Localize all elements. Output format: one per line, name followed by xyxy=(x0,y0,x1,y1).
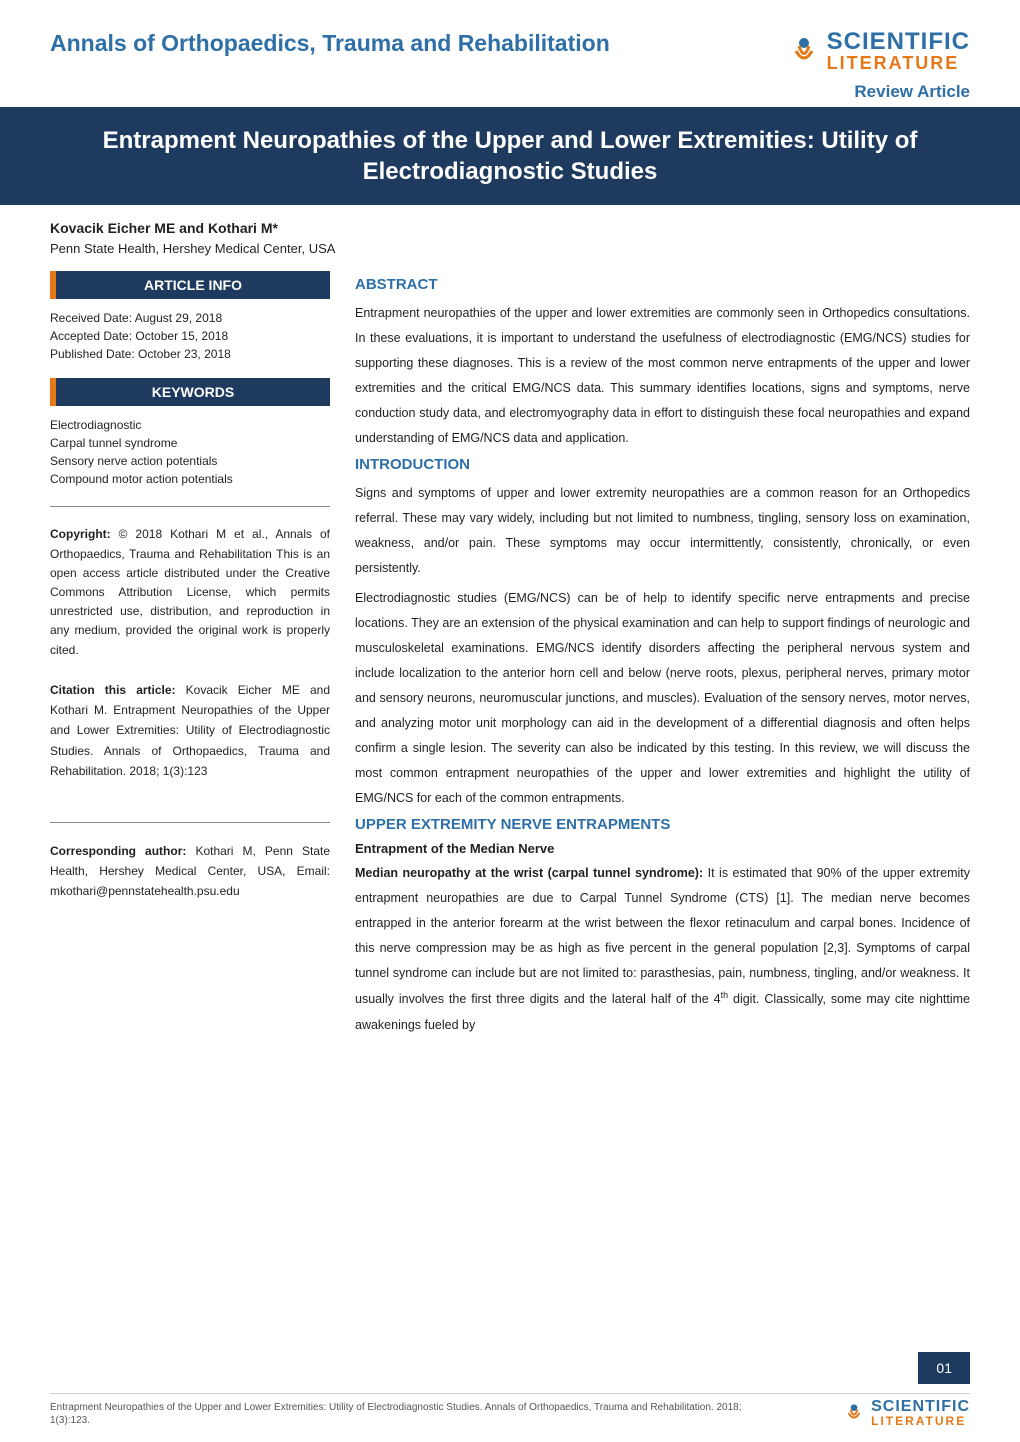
abstract-heading: ABSTRACT xyxy=(355,276,970,293)
logo: SCIENTIFIC LITERATURE xyxy=(786,30,970,72)
citation-label: Citation this article: xyxy=(50,683,176,697)
received-date: Received Date: August 29, 2018 xyxy=(50,309,330,327)
article-info-label: ARTICLE INFO xyxy=(50,271,330,299)
citation-text: Kovacik Eicher ME and Kothari M. Entrapm… xyxy=(50,683,330,779)
corresponding-label: Corresponding author: xyxy=(50,844,186,858)
intro-paragraph-1: Signs and symptoms of upper and lower ex… xyxy=(355,481,970,581)
citation: Citation this article: Kovacik Eicher ME… xyxy=(50,680,330,782)
footer-logo-literature: LITERATURE xyxy=(871,1415,970,1427)
published-date: Published Date: October 23, 2018 xyxy=(50,345,330,363)
median-nerve-heading: Entrapment of the Median Nerve xyxy=(355,841,970,856)
accepted-date: Accepted Date: October 15, 2018 xyxy=(50,327,330,345)
keywords-label: KEYWORDS xyxy=(50,378,330,406)
logo-icon xyxy=(786,33,822,69)
keyword: Electrodiagnostic xyxy=(50,416,330,434)
copyright-text: © 2018 Kothari M et al., Annals of Ortho… xyxy=(50,527,330,656)
journal-title: Annals of Orthopaedics, Trauma and Rehab… xyxy=(50,30,610,57)
authors: Kovacik Eicher ME and Kothari M* xyxy=(0,205,1020,241)
logo-literature-text: LITERATURE xyxy=(827,54,970,72)
divider xyxy=(50,506,330,507)
right-column: ABSTRACT Entrapment neuropathies of the … xyxy=(355,271,970,1042)
footer-citation: Entrapment Neuropathies of the Upper and… xyxy=(50,1401,750,1427)
cts-text-1: It is estimated that 90% of the upper ex… xyxy=(355,866,970,1006)
left-column: ARTICLE INFO Received Date: August 29, 2… xyxy=(50,271,330,1042)
keyword: Carpal tunnel syndrome xyxy=(50,434,330,452)
page-number: 01 xyxy=(918,1352,970,1384)
cts-paragraph: Median neuropathy at the wrist (carpal t… xyxy=(355,861,970,1037)
footer: Entrapment Neuropathies of the Upper and… xyxy=(50,1393,970,1427)
corresponding-author: Corresponding author: Kothari M, Penn St… xyxy=(50,841,330,902)
copyright: Copyright: © 2018 Kothari M et al., Anna… xyxy=(50,525,330,659)
footer-logo-scientific: SCIENTIFIC xyxy=(871,1399,970,1415)
copyright-label: Copyright: xyxy=(50,527,111,541)
divider xyxy=(50,822,330,823)
footer-logo-icon xyxy=(842,1401,866,1425)
abstract-text: Entrapment neuropathies of the upper and… xyxy=(355,301,970,451)
upper-extremity-heading: UPPER EXTREMITY NERVE ENTRAPMENTS xyxy=(355,816,970,833)
footer-logo: SCIENTIFIC LITERATURE xyxy=(842,1399,970,1427)
keyword: Sensory nerve action potentials xyxy=(50,452,330,470)
affiliation: Penn State Health, Hershey Medical Cente… xyxy=(0,241,1020,271)
introduction-heading: INTRODUCTION xyxy=(355,456,970,473)
keyword: Compound motor action potentials xyxy=(50,470,330,488)
cts-superscript: th xyxy=(721,990,729,1000)
logo-scientific-text: SCIENTIFIC xyxy=(827,30,970,54)
cts-lead: Median neuropathy at the wrist (carpal t… xyxy=(355,866,703,880)
article-type: Review Article xyxy=(0,82,1020,107)
article-title: Entrapment Neuropathies of the Upper and… xyxy=(0,107,1020,205)
intro-paragraph-2: Electrodiagnostic studies (EMG/NCS) can … xyxy=(355,586,970,811)
